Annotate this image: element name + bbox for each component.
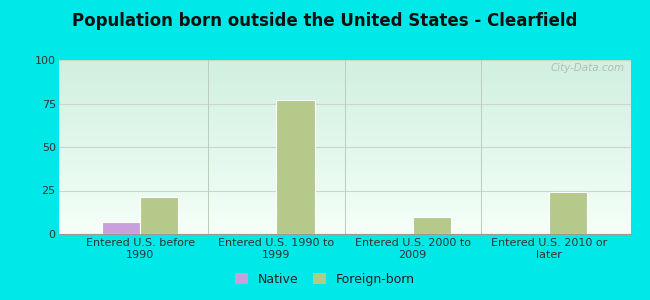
Text: City-Data.com: City-Data.com	[551, 64, 625, 74]
Bar	[276, 100, 315, 234]
Bar	[413, 217, 450, 234]
Legend: Native, Foreign-born: Native, Foreign-born	[230, 268, 420, 291]
Text: Population born outside the United States - Clearfield: Population born outside the United State…	[72, 12, 578, 30]
Bar	[102, 222, 140, 234]
Bar	[549, 192, 587, 234]
Bar	[140, 197, 178, 234]
